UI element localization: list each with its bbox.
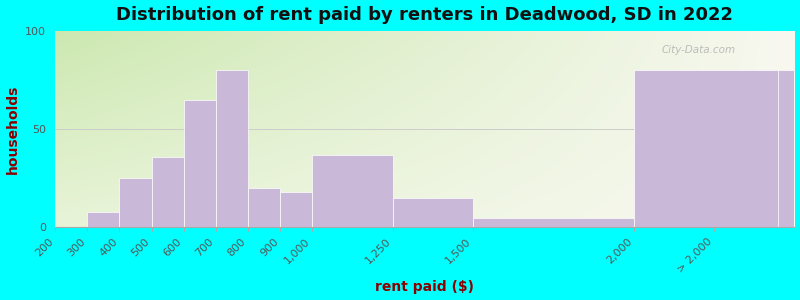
Bar <box>87 212 119 227</box>
X-axis label: rent paid ($): rent paid ($) <box>375 280 474 294</box>
Bar <box>248 188 280 227</box>
Bar <box>184 100 216 227</box>
Bar <box>280 192 312 227</box>
Bar <box>312 154 393 227</box>
Title: Distribution of rent paid by renters in Deadwood, SD in 2022: Distribution of rent paid by renters in … <box>116 6 734 24</box>
Bar <box>634 70 794 227</box>
Bar <box>473 218 634 227</box>
Bar <box>634 70 778 227</box>
Text: City-Data.com: City-Data.com <box>662 45 735 55</box>
Bar <box>119 178 151 227</box>
Y-axis label: households: households <box>6 84 19 174</box>
Bar <box>393 198 473 227</box>
Bar <box>151 157 184 227</box>
Bar <box>216 70 248 227</box>
